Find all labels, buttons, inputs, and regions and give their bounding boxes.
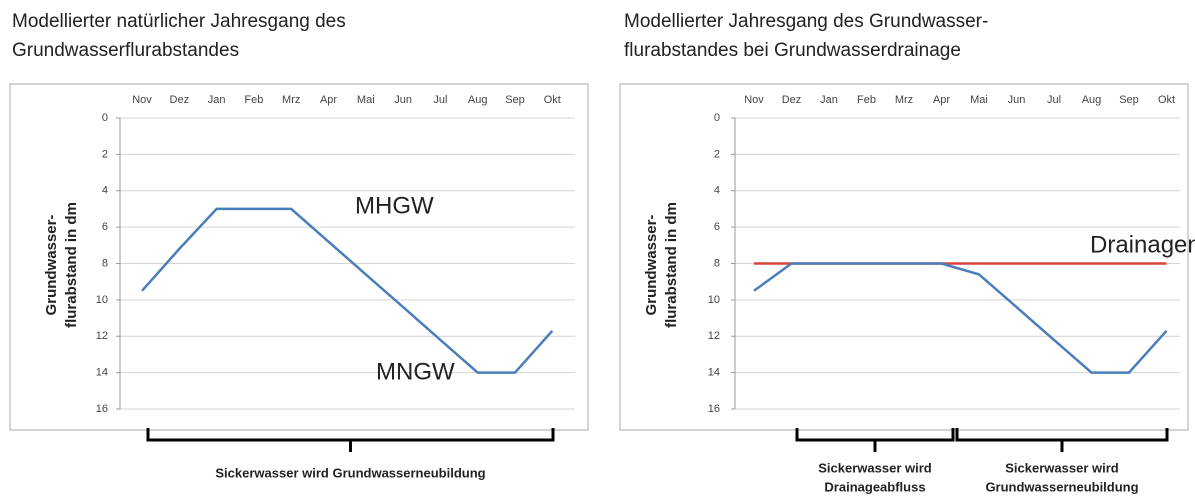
x-tick-label: Aug xyxy=(468,94,488,106)
x-tick-label: Dez xyxy=(170,94,190,106)
chart-title: Grundwasserflurabstandes xyxy=(12,40,239,61)
x-tick-label: Jan xyxy=(820,94,838,106)
y-tick-label: 10 xyxy=(708,294,720,306)
bracket xyxy=(146,428,555,452)
plot-frame xyxy=(619,83,1189,431)
annotation: MHGW xyxy=(355,192,434,219)
y-tick-label: 2 xyxy=(714,148,720,160)
annotation: MNGW xyxy=(376,358,455,385)
bracket-label: Grundwasserneubildung xyxy=(985,479,1138,494)
y-tick-label: 8 xyxy=(102,257,108,269)
y-tick-label: 14 xyxy=(96,367,108,379)
y-tick-label: 6 xyxy=(714,221,720,233)
x-tick-label: Sep xyxy=(1119,94,1139,106)
x-tick-label: Apr xyxy=(933,94,950,106)
y-tick-label: 2 xyxy=(102,148,108,160)
x-tick-label: Jun xyxy=(1008,94,1026,106)
x-tick-label: Sep xyxy=(505,94,525,106)
y-tick-label: 10 xyxy=(96,294,108,306)
y-tick-label: 4 xyxy=(102,185,108,197)
x-tick-label: Mrz xyxy=(282,94,300,106)
x-tick-label: Nov xyxy=(132,94,152,106)
x-tick-label: Feb xyxy=(244,94,263,106)
x-tick-label: Apr xyxy=(320,94,337,106)
data-line xyxy=(141,207,554,374)
y-tick-label: 0 xyxy=(714,112,720,124)
y-tick-label: 4 xyxy=(714,185,720,197)
chart-title: Modellierter natürlicher Jahresgang des xyxy=(12,11,346,32)
bracket-label: Sickerwasser wird Grundwasserneubildung xyxy=(215,465,485,480)
bracket xyxy=(955,428,1169,452)
bracket xyxy=(795,428,955,452)
y-tick-label: 8 xyxy=(714,257,720,269)
y-tick-label: 0 xyxy=(102,112,108,124)
x-tick-label: Jul xyxy=(1047,94,1061,106)
x-tick-label: Nov xyxy=(744,94,764,106)
plot-frame xyxy=(9,83,589,431)
x-tick-label: Okt xyxy=(1158,94,1175,106)
x-tick-label: Dez xyxy=(782,94,802,106)
x-tick-label: Jul xyxy=(433,94,447,106)
y-axis-label: flurabstand in dm xyxy=(63,202,80,328)
x-tick-label: Okt xyxy=(544,94,561,106)
y-tick-label: 6 xyxy=(102,221,108,233)
x-tick-label: Jan xyxy=(208,94,226,106)
bracket-label: Drainageabfluss xyxy=(824,479,925,494)
x-tick-label: Mrz xyxy=(895,94,913,106)
x-tick-label: Mai xyxy=(357,94,375,106)
y-axis-label: Grundwasser- xyxy=(43,215,60,316)
y-tick-label: 12 xyxy=(96,330,108,342)
y-axis-label: flurabstand in dm xyxy=(663,202,680,328)
y-tick-label: 12 xyxy=(708,330,720,342)
x-tick-label: Mai xyxy=(970,94,988,106)
y-tick-label: 16 xyxy=(96,403,108,415)
chart-title: flurabstandes bei Grundwasserdrainage xyxy=(624,40,961,61)
x-tick-label: Aug xyxy=(1082,94,1102,106)
data-line xyxy=(753,262,1168,374)
y-tick-label: 16 xyxy=(708,403,720,415)
annotation: Drainageniveau xyxy=(1090,231,1195,258)
bracket-label: Sickerwasser wird xyxy=(1005,460,1119,475)
x-tick-label: Feb xyxy=(857,94,876,106)
bracket-label: Sickerwasser wird xyxy=(818,460,932,475)
y-tick-label: 14 xyxy=(708,367,720,379)
y-axis-label: Grundwasser- xyxy=(643,215,660,316)
chart-title: Modellierter Jahresgang des Grundwasser- xyxy=(624,11,988,32)
x-tick-label: Jun xyxy=(394,94,412,106)
